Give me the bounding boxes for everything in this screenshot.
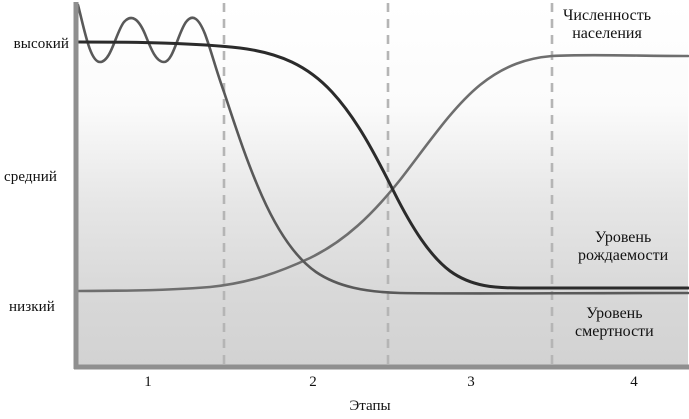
population-label-line-2: населения: [572, 24, 642, 42]
birth-rate-curve: [76, 40, 689, 290]
y-tick-label-medium: средний: [4, 169, 58, 185]
x-tick-label-stage-4: 4: [630, 374, 638, 390]
death-label-line-2: смертности: [575, 322, 654, 340]
death-label-line-1: Уровень: [586, 305, 643, 322]
x-axis-title: Этапы: [349, 398, 391, 414]
x-tick-label-stage-1: 1: [144, 374, 152, 390]
birth-label-line-1: Уровень: [594, 229, 652, 246]
birth-rate-curve-label: Уровень рождаемости: [578, 229, 668, 265]
x-tick-label-stage-2: 2: [309, 374, 317, 390]
x-tick-label-stage-3: 3: [467, 374, 475, 390]
y-tick-label-high: высокий: [13, 36, 69, 52]
population-label-line-1: Численность: [563, 7, 652, 24]
y-tick-label-low: низкий: [9, 299, 55, 315]
population-curve-label: Численность населения: [563, 7, 651, 43]
death-rate-curve: [76, 3, 689, 295]
death-rate-curve-label: Уровень смертности: [575, 305, 654, 341]
birth-label-line-2: рождаемости: [578, 246, 669, 264]
stage-dividers: [222, 3, 554, 366]
plot-area-background: [78, 3, 688, 368]
population-curve: [76, 53, 689, 293]
